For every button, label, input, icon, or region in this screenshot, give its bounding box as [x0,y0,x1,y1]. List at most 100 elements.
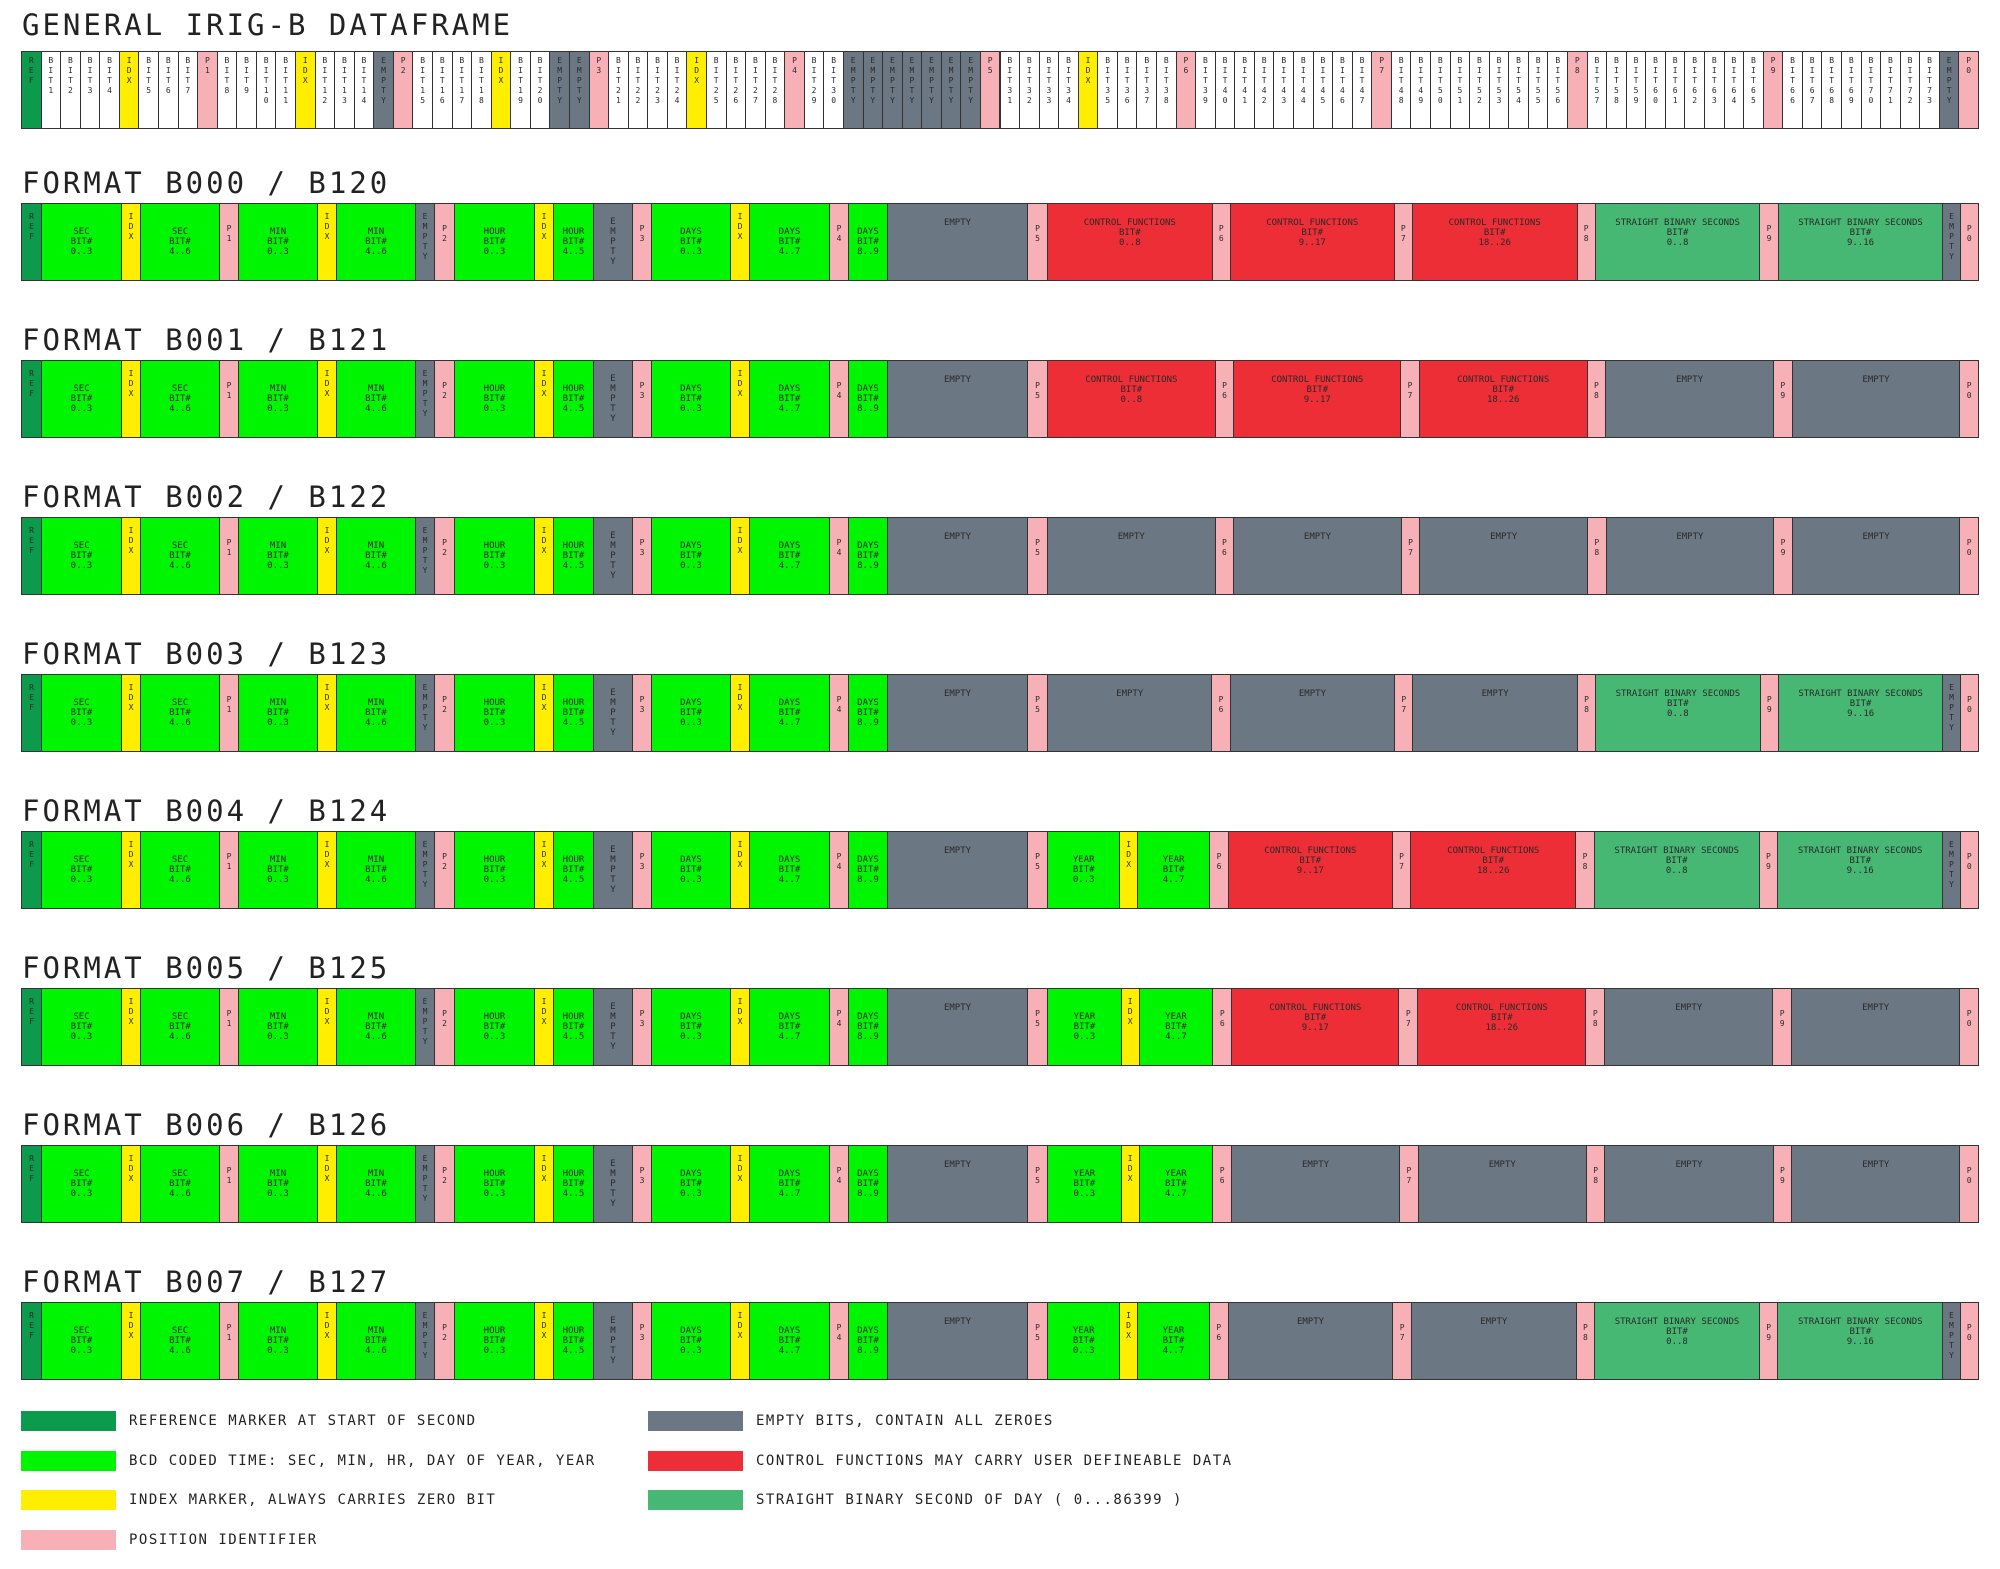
format-cell-pos: P 0 [1959,988,1979,1066]
format-cell-label: P 5 [1035,224,1040,243]
format-cell-bcd: HOUR BIT# 0..3 [454,1302,535,1380]
general-cell-label: I D X [302,56,308,85]
format-cell-label: YEAR BIT# 0..3 [1073,1169,1096,1199]
general-cell-blank: B I T 4 8 [1390,51,1412,129]
format-cell-pos: P 8 [1586,360,1607,438]
format-cell-pos: P 9 [1759,674,1779,752]
format-cell-empty: E M P T Y [1942,674,1961,752]
format-cell-label: P 7 [1405,1009,1411,1028]
format-cell-idx: I D X [1120,988,1140,1066]
general-cell-label: E M P T Y [929,56,934,105]
format-cell-label: P 1 [226,695,232,714]
general-cell-label: B I T 6 9 [1848,56,1854,105]
format-cell-label: I D X [1127,1154,1133,1183]
format-cell-label: EMPTY [943,375,972,385]
format-cell-bcd: DAYS BIT# 4..7 [749,674,830,752]
format-cell-empty: EMPTY [1605,517,1775,595]
format-cell-label: EMPTY [943,532,972,542]
format-strip: R E F SEC BIT# 0..3 I D X SEC BIT# 4..6 P 1 M… [21,360,1979,440]
general-cell-label: B I T 1 1 [283,56,289,105]
format-cell-bcd: MIN BIT# 4..6 [336,360,416,438]
format-cell-label: MIN BIT# 4..6 [365,384,387,414]
format-cell-idx: I D X [121,360,141,438]
format-cell-label: STRAIGHT BINARY SECONDS BIT# 9..16 [1797,846,1923,876]
general-cell-label: P 7 [1379,56,1385,75]
general-cell-blank: B I T 3 9 [1195,51,1216,129]
format-cell-ref: R E F [21,1145,42,1223]
format-cell-bcd: YEAR BIT# 4..7 [1136,1302,1211,1380]
format-cell-label: HOUR BIT# 0..3 [483,541,506,571]
format-cell-bcd: DAYS BIT# 8..9 [848,1302,888,1380]
format-cell-label: HOUR BIT# 4..5 [562,541,585,571]
general-cell-label: B I T 6 0 [1653,56,1658,105]
general-cell-blank: B I T 6 2 [1684,51,1705,129]
format-cell-label: P 9 [1779,1009,1785,1028]
general-cell-blank: B I T 5 4 [1508,51,1529,129]
format-cell-label: I D X [737,997,743,1026]
general-cell-empty: E M P T Y [1938,51,1960,129]
format-cell-label: HOUR BIT# 0..3 [483,1169,506,1199]
format-cell-bcd: HOUR BIT# 0..3 [454,1145,535,1223]
format-cell-bcd: DAYS BIT# 4..7 [749,1145,830,1223]
general-cell-blank: B I T 1 6 [431,51,453,129]
legend-label: EMPTY BITS, CONTAIN ALL ZEROES [756,1413,1054,1429]
format-cell-label: P 7 [1400,224,1406,243]
format-cell-idx: I D X [121,988,141,1066]
format-cell-idx: I D X [121,831,141,909]
format-cell-empty: EMPTY [887,988,1028,1066]
format-cell-label: EMPTY [943,846,972,856]
format-cell-label: R E F [29,683,34,712]
general-cell-empty: E M P T Y [862,51,884,129]
format-cell-label: DAYS BIT# 8..9 [857,1012,879,1042]
format-cell-pos: P 7 [1400,360,1420,438]
format-cell-pos: P 9 [1758,1302,1779,1380]
format-cell-label: P 9 [1779,1166,1785,1185]
format-cell-label: P 0 [1966,538,1972,557]
format-cell-bcd: DAYS BIT# 0..3 [651,1302,731,1380]
format-cell-label: MIN BIT# 0..3 [267,1326,289,1356]
general-cell-label: P 5 [987,56,993,75]
format-cell-idx: I D X [317,674,337,752]
format-cell-ctrl: CONTROL FUNCTIONS BIT# 18..26 [1411,203,1578,281]
format-cell-bcd: DAYS BIT# 0..3 [651,1145,731,1223]
format-cell-label: HOUR BIT# 4..5 [562,855,585,885]
format-cell-bcd: SEC BIT# 0..3 [41,674,122,752]
format-cell-bcd: DAYS BIT# 4..7 [749,831,830,909]
format-cell-ref: R E F [21,203,42,281]
format-cell-label: P 6 [1222,381,1227,400]
format-cell-bcd: DAYS BIT# 0..3 [651,831,731,909]
format-cell-label: P 9 [1766,1323,1772,1342]
format-cell-pos: P 3 [632,831,652,909]
general-cell-label: E M P T Y [557,56,563,105]
general-cell-blank: B I T 3 0 [823,51,844,129]
format-cell-pos: P 2 [434,831,455,909]
general-cell-label: P 0 [1966,56,1972,75]
format-cell-bcd: YEAR BIT# 0..3 [1047,1302,1121,1380]
format-cell-pos: P 8 [1576,674,1597,752]
format-cell-pos: P 1 [219,517,239,595]
format-cell-label: P 3 [639,1323,645,1342]
format-cell-label: P 9 [1780,538,1786,557]
format-cell-label: SEC BIT# 4..6 [169,855,191,885]
format-cell-label: EMPTY [1862,1160,1890,1170]
general-cell-blank: B I T 7 0 [1860,51,1882,129]
format-cell-bcd: MIN BIT# 4..6 [336,203,416,281]
format-cell-bcd: DAYS BIT# 4..7 [749,517,830,595]
format-cell-idx: I D X [534,203,554,281]
general-cell-blank: B I T 5 0 [1430,51,1451,129]
format-cell-ctrl: CONTROL FUNCTIONS BIT# 18..26 [1410,831,1577,909]
format-cell-label: P 1 [226,1323,232,1342]
format-cell-label: I D X [737,683,743,712]
general-cell-empty: E M P T Y [901,51,923,129]
general-cell-blank: B I T 3 2 [1019,51,1040,129]
format-cell-pos: P 3 [632,517,652,595]
format-cell-pos: P 6 [1214,517,1235,595]
general-cell-blank: B I T 4 2 [1253,51,1275,129]
format-cell-label: P 3 [639,381,645,400]
format-cell-bcd: HOUR BIT# 4..5 [553,203,594,281]
general-cell-label: B I T 6 5 [1751,56,1756,105]
format-cell-label: EMPTY [1862,532,1890,542]
format-cell-bcd: DAYS BIT# 8..9 [848,360,888,438]
format-cell-label: I D X [128,212,134,241]
format-cell-label: P 2 [442,224,447,243]
